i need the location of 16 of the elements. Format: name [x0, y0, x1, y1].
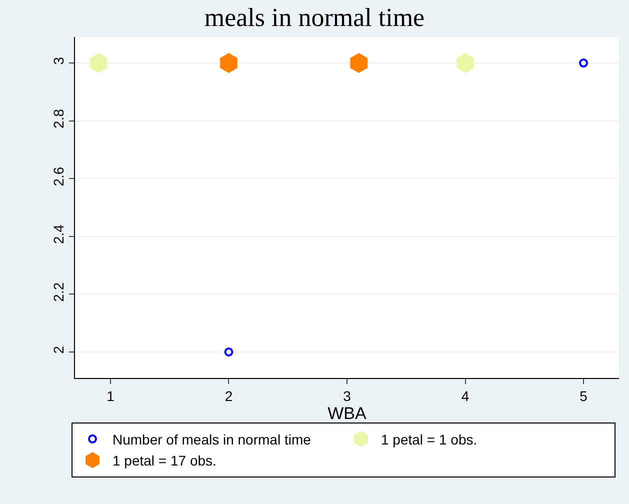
legend-label: 1 petal = 17 obs. [112, 452, 216, 469]
x-tick-label: 3 [343, 388, 352, 404]
y-tick-label: 2 [50, 346, 66, 354]
y-tick-label: 3 [50, 56, 66, 65]
legend-label: Number of meals in normal time [112, 431, 312, 448]
x-tick-label: 5 [580, 388, 588, 404]
y-tick-label: 2.2 [50, 282, 66, 302]
x-tick-label: 4 [461, 388, 470, 404]
y-tick-label: 2.8 [50, 108, 66, 128]
y-tick-label: 2.4 [50, 224, 66, 244]
x-tick-label: 2 [224, 388, 233, 404]
chart-title: meals in normal time [204, 2, 425, 32]
y-tick-label: 2.6 [50, 166, 66, 186]
legend-label: 1 petal = 1 obs. [381, 431, 478, 448]
x-tick-label: 1 [106, 388, 115, 404]
x-axis-title: WBA [328, 404, 368, 423]
